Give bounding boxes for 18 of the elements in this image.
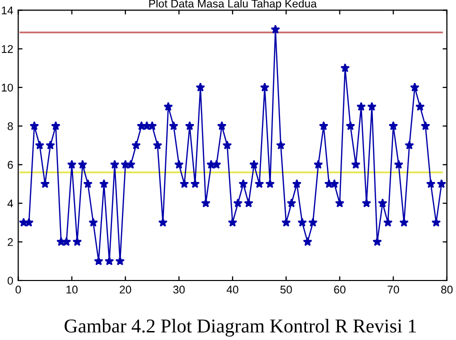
x-tick-label: 50 [280, 286, 292, 294]
x-tick-label: 0 [16, 286, 21, 294]
x-tick-label: 60 [334, 286, 346, 294]
y-tick-label: 2 [8, 238, 13, 246]
x-tick-label: 10 [66, 286, 78, 294]
x-tick-label: 40 [226, 286, 238, 294]
y-tick-label: 14 [2, 6, 14, 14]
y-tick-label: 6 [8, 160, 13, 169]
y-tick-label: 8 [8, 122, 13, 130]
y-tick-label: 0 [8, 276, 13, 285]
x-tick-label: 70 [388, 286, 400, 294]
y-tick-label: 12 [2, 45, 13, 53]
x-tick-label: 20 [120, 286, 132, 294]
y-tick-label: 4 [7, 200, 14, 208]
x-tick-label: 80 [441, 286, 453, 294]
y-tick-label: 10 [2, 84, 13, 92]
text: Gambar 4.2 Plot Diagram Kontrol R Revisi 1 [64, 318, 416, 337]
x-tick-label: 30 [173, 286, 185, 294]
